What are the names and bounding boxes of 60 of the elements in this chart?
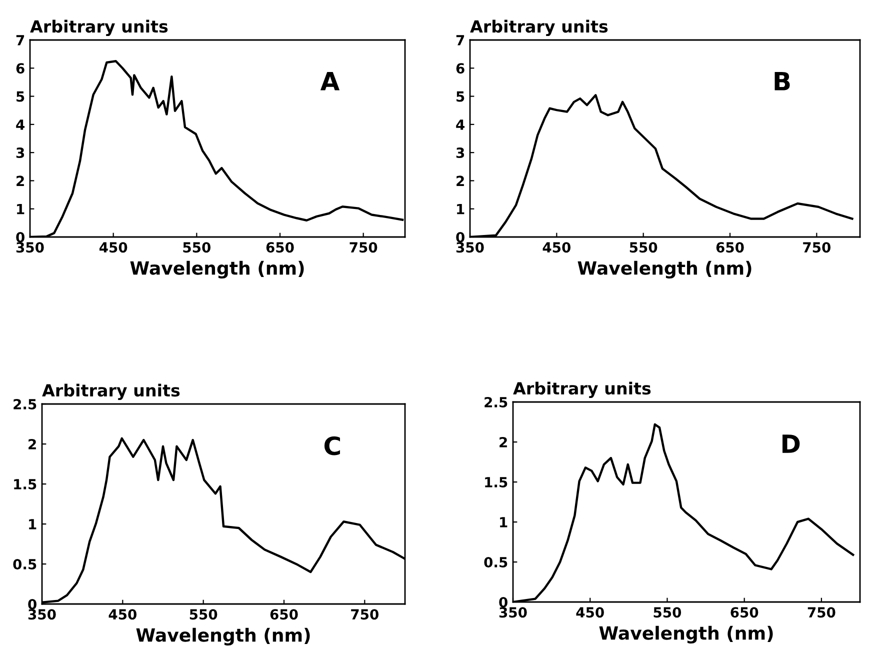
y-tick-label: 3: [456, 148, 464, 158]
x-tick-label: 650: [730, 607, 758, 618]
y-tick-label: 5: [456, 91, 464, 102]
x-tick-label: 750: [350, 242, 378, 253]
y-tick-label: 3: [16, 148, 24, 158]
y-tick-label: 0: [16, 232, 24, 242]
annotation: B: [774, 72, 790, 90]
y-tick-label: 0.5: [13, 558, 36, 570]
annotation: A: [320, 72, 340, 90]
y-tick-label: 1: [29, 519, 36, 530]
x-tick-label: 650: [716, 242, 744, 253]
y-tick-label: 1: [457, 204, 464, 214]
y-tick-label: 0: [456, 232, 464, 242]
y-tick-label: 4: [456, 120, 464, 130]
x-tick-label: 450: [99, 242, 128, 253]
y-axis-title: Arbitrary units: [30, 20, 168, 36]
y-tick-label: 1: [17, 204, 24, 214]
x-tick-label: 450: [576, 607, 604, 618]
y-tick-label: 0: [28, 598, 36, 610]
y-tick-label: 0.5: [484, 556, 508, 568]
y-tick-label: 1: [500, 517, 508, 528]
y-tick-label: 2: [28, 438, 36, 450]
y-tick-label: 2.5: [14, 398, 36, 410]
x-axis-title: Wavelength (nm): [599, 626, 773, 644]
annotation: C: [324, 436, 340, 456]
x-tick-label: 550: [654, 607, 682, 618]
y-tick-label: 1.5: [485, 477, 508, 488]
y-tick-label: 6: [16, 63, 24, 74]
y-tick-label: 1.5: [14, 479, 36, 490]
x-axis-title: Wavelength (nm): [136, 628, 310, 646]
x-tick-label: 350: [28, 609, 56, 620]
x-axis-title: Wavelength (nm): [130, 260, 304, 278]
y-axis-title: Arbitrary units: [470, 20, 608, 36]
x-tick-label: 550: [183, 242, 210, 253]
y-tick-label: 7: [16, 35, 24, 46]
x-tick-label: 750: [351, 609, 378, 620]
y-tick-label: 2.5: [484, 396, 508, 408]
x-tick-label: 350: [499, 607, 527, 618]
x-axis-title: Wavelength (nm): [578, 260, 752, 278]
x-tick-label: 650: [266, 242, 294, 253]
y-tick-label: 0: [499, 596, 508, 608]
y-tick-label: 4: [16, 120, 24, 130]
x-tick-label: 350: [16, 242, 44, 253]
x-tick-label: 350: [456, 242, 484, 253]
x-tick-label: 750: [808, 607, 836, 618]
x-tick-label: 550: [190, 609, 218, 620]
y-tick-label: 5: [16, 91, 24, 102]
y-axis-title: Arbitrary units: [42, 384, 180, 400]
annotation: D: [782, 434, 800, 453]
y-tick-label: 2: [500, 436, 507, 448]
y-axis-title: Arbitrary units: [513, 382, 651, 398]
x-tick-label: 750: [803, 242, 830, 253]
y-tick-label: 2: [16, 176, 24, 186]
x-tick-label: 450: [542, 242, 570, 253]
y-tick-label: 2: [456, 176, 464, 186]
x-tick-label: 450: [108, 609, 136, 620]
y-tick-label: 6: [456, 63, 464, 74]
x-tick-label: 650: [270, 609, 298, 620]
y-tick-label: 7: [456, 35, 464, 46]
x-tick-label: 550: [630, 242, 658, 253]
